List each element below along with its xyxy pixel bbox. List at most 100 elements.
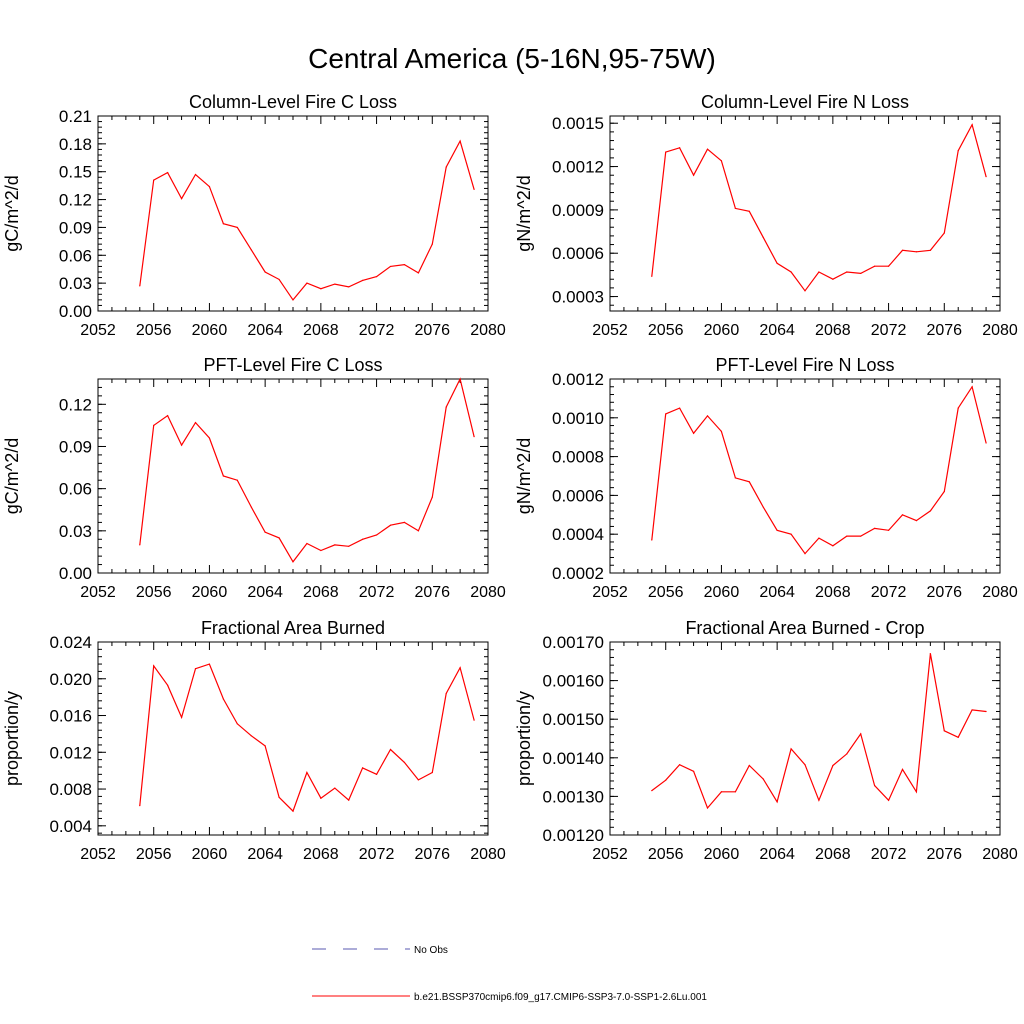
data-point <box>431 771 433 774</box>
data-point <box>706 415 709 417</box>
x-tick-label: 2064 <box>759 846 795 863</box>
x-tick-label: 2072 <box>871 846 907 863</box>
x-tick-label: 2072 <box>871 322 907 339</box>
legend: No Obs b.e21.BSSP370cmip6.f09_g17.CMIP6-S… <box>312 945 707 1003</box>
figure-title: Central America (5-16N,95-75W) <box>308 43 716 74</box>
x-tick-label: 2060 <box>192 846 228 863</box>
y-axis-label: proportion/y <box>2 691 22 786</box>
chart-panel-1: 2052 2056 2060 2064 2068 2072 2076 2080 0.00 0.03… <box>2 92 506 339</box>
x-tick-label: 2080 <box>982 846 1018 863</box>
x-tick-label: 2076 <box>414 846 450 863</box>
data-point <box>417 530 419 532</box>
data-point <box>403 761 406 763</box>
data-point <box>473 719 475 721</box>
y-tick-label: 0.00160 <box>543 672 604 691</box>
data-point <box>278 796 280 798</box>
data-point <box>389 524 392 526</box>
y-tick-label: 0.024 <box>49 633 92 652</box>
panels: 2052 2056 2060 2064 2068 2072 2076 2080 0.00 0.03… <box>2 92 1018 863</box>
data-point <box>180 716 183 718</box>
data-point <box>901 514 904 516</box>
data-point <box>665 779 667 781</box>
x-tick-label: 2064 <box>247 322 283 339</box>
data-point <box>957 150 959 152</box>
y-axis-label: gC/m^2/d <box>2 175 22 251</box>
x-tick-label: 2076 <box>926 322 962 339</box>
x-tick-label: 2080 <box>982 322 1018 339</box>
data-point <box>167 172 169 174</box>
data-point <box>389 265 392 268</box>
x-tick-label: 2080 <box>470 322 506 339</box>
data-point <box>874 784 876 787</box>
y-tick-label: 0.18 <box>59 135 92 154</box>
data-point <box>306 282 308 284</box>
plot-frame <box>97 115 489 312</box>
data-point <box>706 807 709 809</box>
y-tick-label: 0.00120 <box>543 826 604 845</box>
chart-title: Fractional Area Burned <box>201 618 385 638</box>
data-point <box>776 801 778 803</box>
y-tick-label: 0.00170 <box>543 633 604 652</box>
legend-label: b.e21.BSSP370cmip6.f09_g17.CMIP6-SSP3-7.… <box>414 992 707 1003</box>
data-point <box>194 668 197 670</box>
y-axis-label: proportion/y <box>514 691 534 786</box>
y-tick-label: 0.016 <box>49 707 92 726</box>
data-point <box>651 275 653 277</box>
y-axis-label: gN/m^2/d <box>514 175 534 251</box>
data-point <box>846 535 848 537</box>
y-tick-label: 0.0015 <box>552 114 604 133</box>
y-tick-label: 0.0012 <box>552 370 604 389</box>
data-point <box>804 764 806 766</box>
x-tick-label: 2060 <box>192 584 228 601</box>
x-tick-label: 2056 <box>648 322 684 339</box>
data-point <box>762 506 764 508</box>
data-point <box>846 753 848 755</box>
y-tick-label: 0.0003 <box>552 288 604 307</box>
data-point <box>957 736 959 738</box>
data-point <box>167 414 169 417</box>
data-point <box>665 151 667 153</box>
data-point <box>292 299 294 301</box>
data-point <box>887 529 890 531</box>
y-tick-label: 0.0006 <box>552 244 604 263</box>
y-tick-label: 0.00130 <box>543 787 604 806</box>
y-tick-label: 0.0004 <box>552 525 604 544</box>
data-point <box>790 533 792 535</box>
chart-panel-6: 2052 2056 2060 2064 2068 2072 2076 2080 0.00120 0… <box>514 618 1018 863</box>
data-point <box>971 386 973 388</box>
data-point <box>403 263 406 266</box>
data-point <box>362 279 364 281</box>
x-tick-label: 2076 <box>414 322 450 339</box>
chart-panel-2: 2052 2056 2060 2064 2068 2072 2076 2080 0.0003 0.… <box>514 92 1018 339</box>
data-point <box>306 542 308 545</box>
data-point <box>139 804 141 807</box>
data-point <box>971 124 973 126</box>
y-tick-label: 0.00150 <box>543 710 604 729</box>
data-point <box>236 226 238 229</box>
data-point <box>832 764 834 767</box>
series-line-1 <box>139 377 475 563</box>
data-point <box>943 490 945 493</box>
data-point <box>320 549 322 552</box>
data-point <box>194 173 197 176</box>
data-point <box>929 510 931 512</box>
x-tick-label: 2056 <box>648 584 684 601</box>
x-tick-label: 2064 <box>759 584 795 601</box>
data-point <box>320 797 322 799</box>
data-point <box>957 407 959 409</box>
data-point <box>734 791 736 793</box>
x-tick-label: 2072 <box>359 584 395 601</box>
series-line-1 <box>139 663 475 813</box>
y-tick-label: 0.12 <box>59 395 92 414</box>
x-tick-label: 2052 <box>80 584 116 601</box>
data-point <box>445 692 447 695</box>
chart-panel-5: 2052 2056 2060 2064 2068 2072 2076 2080 0.004 0.0… <box>2 618 506 863</box>
data-point <box>915 791 918 793</box>
data-point <box>985 176 987 178</box>
data-point <box>915 520 918 522</box>
x-tick-label: 2064 <box>247 584 283 601</box>
data-point <box>348 286 350 288</box>
x-tick-label: 2068 <box>815 584 851 601</box>
x-tick-label: 2068 <box>815 322 851 339</box>
data-point <box>887 265 890 267</box>
